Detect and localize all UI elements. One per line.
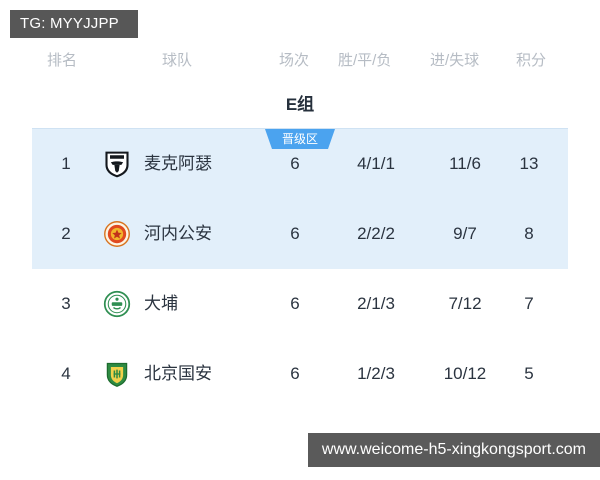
tai-po-green-circle-icon bbox=[100, 269, 134, 339]
column-header-played: 场次 bbox=[279, 52, 310, 69]
group-title: E组 bbox=[285, 95, 315, 114]
row-team-name: 河内公安 bbox=[144, 224, 212, 243]
column-header-rank: 排名 bbox=[47, 52, 78, 69]
row-played: 6 bbox=[290, 154, 300, 173]
crest-svg bbox=[106, 362, 128, 387]
row-team-name: 麦克阿瑟 bbox=[144, 154, 212, 173]
tg-tag: TG: MYYJJPP bbox=[10, 10, 138, 38]
table-row[interactable]: 3 大埔 6 2/1/3 7/12 7 bbox=[32, 269, 568, 339]
row-wdl: 2/1/3 bbox=[357, 294, 395, 313]
promotion-zone: 晋级区 1 麦克阿瑟 6 4/1/1 11/6 13 2 bbox=[32, 128, 568, 269]
row-rank: 3 bbox=[61, 294, 71, 313]
row-played: 6 bbox=[290, 364, 300, 383]
row-wdl: 2/2/2 bbox=[357, 224, 395, 243]
beijing-guoan-green-shield-icon bbox=[100, 339, 134, 409]
row-points: 5 bbox=[524, 364, 534, 383]
row-wdl: 1/2/3 bbox=[357, 364, 395, 383]
row-rank: 2 bbox=[61, 224, 71, 243]
column-header-points: 积分 bbox=[516, 52, 547, 69]
row-points: 13 bbox=[519, 154, 539, 173]
row-played: 6 bbox=[290, 224, 300, 243]
column-header-goals: 进/失球 bbox=[430, 52, 480, 69]
row-played: 6 bbox=[290, 294, 300, 313]
row-rank: 1 bbox=[61, 154, 71, 173]
row-goals: 7/12 bbox=[448, 294, 482, 313]
hanoi-police-circle-icon bbox=[100, 199, 134, 269]
table-row[interactable]: 2 河内公安 6 2/2/2 9/7 8 bbox=[32, 199, 568, 269]
row-team-name: 大埔 bbox=[144, 294, 178, 313]
row-wdl: 4/1/1 bbox=[357, 154, 395, 173]
column-header-wdl: 胜/平/负 bbox=[338, 52, 392, 69]
standings-table: 排名 球队 场次 胜/平/负 进/失球 积分 E组 晋级区 1 麦克阿瑟 6 4… bbox=[0, 40, 600, 409]
macarthur-bull-shield-icon bbox=[100, 129, 134, 199]
row-goals: 10/12 bbox=[443, 364, 487, 383]
row-points: 8 bbox=[524, 224, 534, 243]
row-points: 7 bbox=[524, 294, 534, 313]
table-row[interactable]: 4 北京国安 6 1/2/3 10/12 5 bbox=[32, 339, 568, 409]
row-team-name: 北京国安 bbox=[144, 364, 212, 383]
row-rank: 4 bbox=[61, 364, 71, 383]
column-header-team: 球队 bbox=[162, 52, 193, 69]
crest-svg bbox=[104, 221, 130, 247]
crest-svg bbox=[103, 290, 131, 318]
crest-svg bbox=[105, 151, 129, 178]
row-goals: 9/7 bbox=[453, 224, 477, 243]
row-goals: 11/6 bbox=[449, 154, 481, 173]
promotion-zone-badge: 晋级区 bbox=[265, 129, 335, 149]
site-watermark: www.weicome-h5-xingkongsport.com bbox=[307, 433, 600, 467]
table-header-row: 排名 球队 场次 胜/平/负 进/失球 积分 bbox=[0, 40, 600, 82]
table-row[interactable]: 1 麦克阿瑟 6 4/1/1 11/6 13 bbox=[32, 129, 568, 199]
